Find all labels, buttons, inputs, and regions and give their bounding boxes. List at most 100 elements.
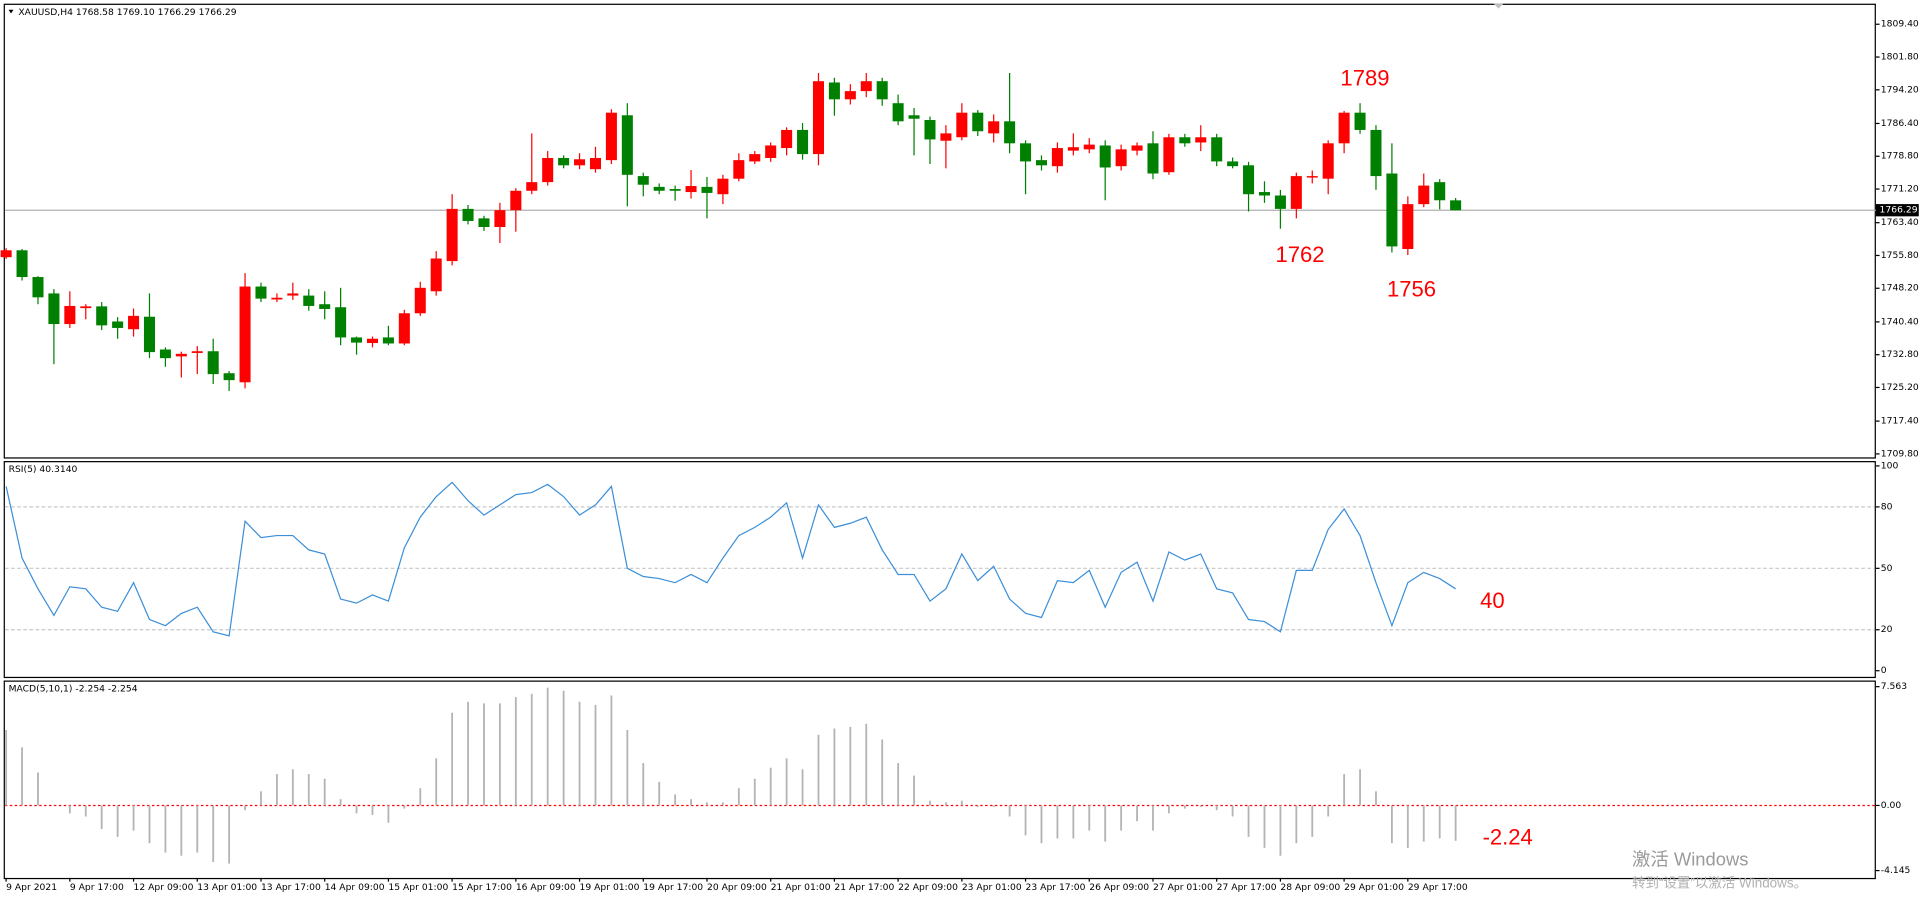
x-tick-label: 15 Apr 17:00	[452, 882, 512, 893]
candle-body	[1354, 112, 1366, 130]
rsi-line	[5, 481, 1456, 637]
candle-body	[972, 112, 984, 132]
candle-body	[143, 316, 155, 353]
y-tick-label: 7.563	[1881, 681, 1907, 692]
candle-body	[398, 313, 410, 344]
candle-body	[717, 178, 729, 195]
watermark: 激活 Windows	[1632, 849, 1748, 870]
x-tick-label: 19 Apr 17:00	[643, 882, 703, 893]
candle-body	[876, 81, 888, 100]
symbol-menu-icon[interactable]	[8, 9, 14, 14]
candle-body	[940, 133, 952, 141]
macd-header: MACD(5,10,1) -2.254 -2.254	[9, 684, 138, 695]
x-tick-label: 26 Apr 09:00	[1089, 882, 1149, 893]
x-tick-label: 21 Apr 17:00	[834, 882, 894, 893]
watermark: 转到“设置”以激活 Windows。	[1632, 876, 1807, 891]
candle-body	[1147, 143, 1159, 174]
x-tick-label: 27 Apr 01:00	[1153, 882, 1213, 893]
x-tick-label: 21 Apr 01:00	[771, 882, 831, 893]
candle-body	[1402, 204, 1414, 249]
candle-body	[1274, 195, 1286, 209]
candle-body	[637, 176, 649, 185]
candle-body	[48, 293, 60, 325]
candle-body	[574, 159, 586, 166]
y-tick-label: 0	[1881, 665, 1887, 676]
x-tick-label: 12 Apr 09:00	[134, 882, 194, 893]
candle-body	[1131, 145, 1143, 151]
candle-body	[64, 305, 76, 325]
macd-annotation: -2.24	[1483, 825, 1533, 850]
candle-body	[797, 129, 809, 155]
y-tick-label: 1809.40	[1881, 19, 1919, 30]
y-tick-label: 20	[1881, 624, 1893, 635]
candle-body	[1115, 149, 1127, 167]
rsi-header: RSI(5) 40.3140	[9, 464, 78, 475]
candle-body	[96, 306, 108, 326]
x-tick-label: 16 Apr 09:00	[516, 882, 576, 893]
candle-body	[1099, 145, 1111, 168]
price-annotation: 1789	[1340, 66, 1389, 91]
candle-body	[701, 186, 713, 193]
candle-body	[605, 112, 617, 161]
candle-body	[1067, 147, 1079, 151]
candle-body	[335, 307, 347, 338]
x-tick-label: 9 Apr 2021	[6, 882, 57, 893]
candle-body	[112, 321, 124, 328]
candle-body	[781, 129, 793, 149]
y-tick-label: 1732.80	[1881, 349, 1919, 360]
candle-body	[765, 145, 777, 158]
x-tick-label: 20 Apr 09:00	[707, 882, 767, 893]
y-tick-label: 1709.80	[1881, 448, 1919, 459]
x-tick-label: 28 Apr 09:00	[1280, 882, 1340, 893]
candle-body	[1258, 192, 1270, 196]
candle-body	[16, 250, 28, 278]
candle-body	[1418, 185, 1430, 205]
y-tick-label: 1755.80	[1881, 250, 1919, 261]
x-tick-label: 9 Apr 17:00	[70, 882, 124, 893]
candle-body	[844, 91, 856, 100]
y-tick-label: 1748.20	[1881, 283, 1919, 294]
y-tick-label: 1771.20	[1881, 184, 1919, 195]
candle-body	[1179, 137, 1191, 144]
y-tick-label: 0.00	[1881, 800, 1902, 811]
candle-body	[32, 277, 44, 298]
candle-body	[159, 349, 171, 359]
y-tick-label: 1740.40	[1881, 316, 1919, 327]
candle-body	[733, 160, 745, 179]
candle-body	[239, 286, 251, 383]
price-annotation: 1762	[1276, 242, 1325, 267]
x-tick-label: 14 Apr 09:00	[325, 882, 385, 893]
main-panel	[3, 3, 1876, 459]
candle-body	[494, 210, 506, 227]
candle-body	[1370, 129, 1382, 177]
candle-body	[430, 258, 442, 292]
y-tick-label: -4.145	[1881, 865, 1911, 876]
y-tick-label: 100	[1881, 460, 1899, 471]
candle-body	[1227, 161, 1239, 167]
candle-body	[462, 208, 474, 221]
candle-body	[446, 208, 458, 262]
candle-body	[1051, 148, 1063, 167]
shift-marker[interactable]	[1493, 3, 1504, 9]
candle-body	[366, 338, 378, 344]
candle-body	[669, 189, 681, 191]
candle-body	[828, 82, 840, 100]
y-tick-label: 1717.40	[1881, 416, 1919, 427]
y-tick-label: 1778.80	[1881, 151, 1919, 162]
candle-body	[303, 295, 315, 306]
x-tick-label: 19 Apr 01:00	[580, 882, 640, 893]
candle-body	[80, 306, 92, 309]
candle-body	[1195, 137, 1207, 143]
candle-body	[478, 218, 490, 227]
candle-body	[175, 353, 187, 357]
candle-body	[1322, 143, 1334, 179]
candle-body	[271, 297, 283, 300]
candle-body	[319, 304, 331, 309]
candle-body	[1211, 137, 1223, 162]
candle-body	[1163, 137, 1175, 173]
candle-body	[892, 103, 904, 122]
candle-body	[414, 287, 426, 314]
candle-body	[223, 373, 235, 381]
y-tick-label: 50	[1881, 563, 1893, 574]
y-tick-label: 1763.40	[1881, 217, 1919, 228]
